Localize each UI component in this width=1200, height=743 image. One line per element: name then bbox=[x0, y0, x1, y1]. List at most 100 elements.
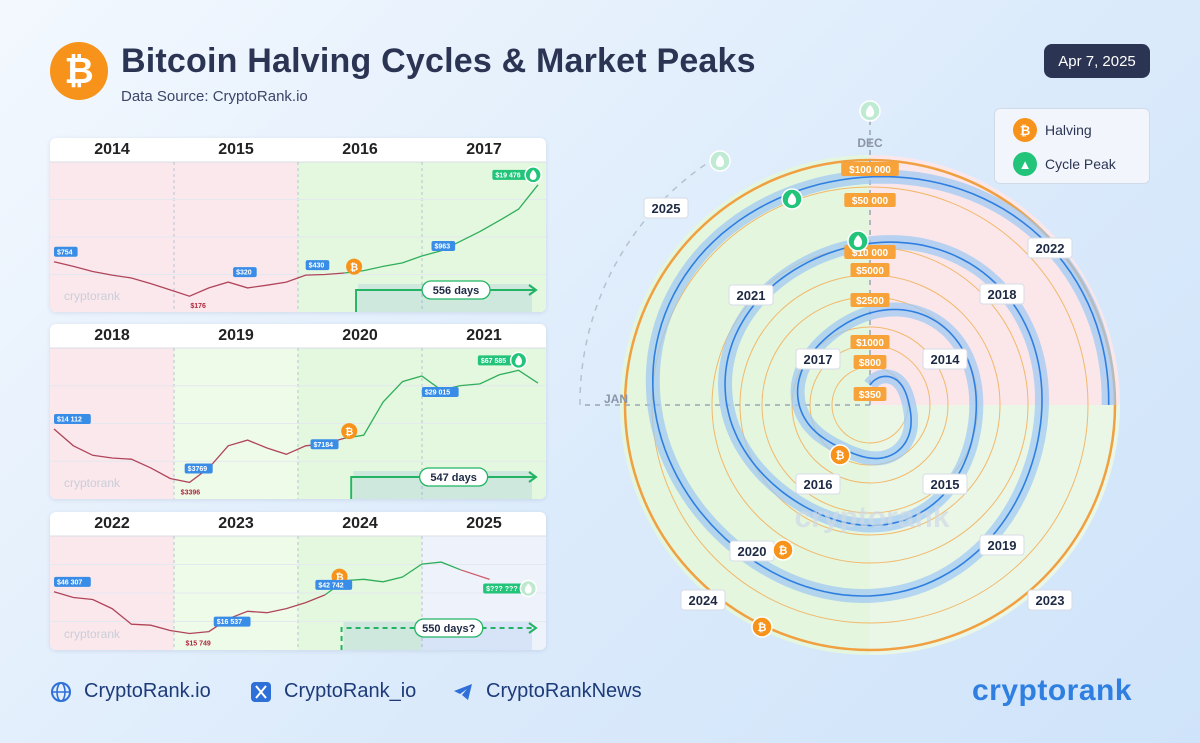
year-tag bbox=[795, 473, 841, 495]
price-tag bbox=[483, 583, 525, 594]
year-label: 2020 bbox=[342, 327, 378, 344]
price-tag bbox=[213, 616, 251, 627]
price-ring bbox=[791, 326, 949, 484]
flame-icon bbox=[529, 169, 537, 180]
ring-value-tag bbox=[850, 293, 890, 307]
year-tag-label: 2015 bbox=[931, 477, 960, 492]
ring-value-tag bbox=[841, 162, 899, 176]
year-tag-label: 2019 bbox=[988, 538, 1017, 553]
days-label: 550 days? bbox=[422, 623, 475, 635]
halving-marker bbox=[341, 423, 358, 440]
date-badge: Apr 7, 2025 bbox=[1044, 44, 1150, 78]
price-tag bbox=[310, 439, 339, 450]
legend: ₿ Halving ▲ Cycle Peak bbox=[994, 108, 1150, 184]
panel-watermark: cryptorank bbox=[64, 627, 121, 641]
year-label: 2017 bbox=[466, 141, 502, 158]
year-label: 2021 bbox=[466, 327, 502, 344]
year-tag-label: 2020 bbox=[738, 544, 767, 559]
days-label: 556 days bbox=[433, 285, 479, 297]
year-tag-label: 2017 bbox=[804, 352, 833, 367]
price-tag-label: $430 bbox=[309, 263, 325, 270]
x-logo-icon bbox=[250, 681, 272, 703]
future-arc bbox=[579, 154, 721, 406]
flame-icon bbox=[787, 193, 797, 205]
year-label: 2024 bbox=[342, 515, 378, 532]
year-tag bbox=[922, 348, 968, 370]
bitcoin-strike-icon: ₿ bbox=[1013, 118, 1037, 142]
bitcoin-logo-icon: ₿ bbox=[50, 42, 108, 100]
price-tag-label: $3769 bbox=[188, 466, 208, 473]
globe-icon bbox=[50, 681, 72, 703]
days-pill bbox=[418, 467, 489, 487]
cycle-chart-2014-2017: 556 days ₿ $754 $176 $320 $430 $963 $19 476 cryp… bbox=[50, 138, 546, 312]
year-label: 2014 bbox=[94, 141, 130, 158]
footer-telegram-label: CryptoRankNews bbox=[486, 680, 642, 702]
page-title: Bitcoin Halving Cycles & Market Peaks bbox=[121, 42, 756, 80]
ring-value-tag bbox=[853, 387, 887, 401]
days-label: 547 days bbox=[430, 472, 476, 484]
cycle-chart-2018-2021: 547 days ₿ $14 112 $3769 $3396 $7184 $29 015 $6… bbox=[50, 324, 546, 499]
spiral-price-line bbox=[651, 175, 1110, 597]
year-label: 2025 bbox=[466, 515, 502, 532]
ring-value-label: $10 000 bbox=[852, 248, 889, 259]
price-tag-label: $67 585 bbox=[481, 358, 506, 365]
ring-value-label: $50 000 bbox=[852, 196, 889, 207]
price-tag-label: $29 015 bbox=[425, 389, 450, 396]
days-arrow-head bbox=[528, 471, 538, 483]
ring-value-tag bbox=[844, 193, 896, 207]
footer-x-label: CryptoRank_io bbox=[284, 680, 417, 702]
year-tag bbox=[728, 284, 774, 306]
bitcoin-strike-icon: ₿ bbox=[836, 449, 845, 462]
radial-watermark: cryptorank bbox=[794, 501, 949, 534]
year-label: 2016 bbox=[342, 141, 378, 158]
legend-label: Halving bbox=[1045, 122, 1092, 138]
ring-value-label: $1000 bbox=[856, 338, 884, 349]
ring-value-tag bbox=[853, 355, 887, 369]
flame-icon bbox=[524, 583, 532, 594]
legend-item-halving: ₿ Halving bbox=[1013, 118, 1092, 142]
ring-value-tag bbox=[850, 335, 890, 349]
cycle-chart-svg: 547 days ₿ $14 112 $3769 $3396 $7184 $29 015 $6… bbox=[50, 347, 546, 499]
data-source: Data Source: CryptoRank.io bbox=[121, 88, 308, 105]
year-tag-label: 2025 bbox=[652, 201, 681, 216]
year-tag bbox=[1027, 589, 1073, 611]
days-pill bbox=[421, 280, 491, 300]
legend-item-peak: ▲ Cycle Peak bbox=[1013, 152, 1116, 176]
year-label: 2015 bbox=[218, 141, 254, 158]
year-tag-label: 2021 bbox=[737, 288, 766, 303]
ring-value-label: $800 bbox=[859, 358, 882, 369]
cycle-chart-2022-2025: 550 days? ₿ $46 307 $15 749 $16 537 $42 742 $?… bbox=[50, 512, 546, 650]
price-tag bbox=[233, 267, 257, 278]
year-tag-label: 2016 bbox=[804, 477, 833, 492]
flame-icon bbox=[715, 155, 725, 167]
price-tag-label: $7184 bbox=[314, 442, 334, 449]
price-tag bbox=[315, 579, 353, 590]
year-label: 2019 bbox=[218, 327, 254, 344]
price-tag-label: $963 bbox=[435, 243, 451, 250]
price-tag-label: $19 476 bbox=[495, 172, 520, 179]
low-price-label: $176 bbox=[190, 303, 206, 310]
flame-icon bbox=[865, 105, 875, 117]
price-tag-label: $16 537 bbox=[217, 619, 242, 626]
price-line-bear bbox=[53, 591, 326, 635]
bitcoin-strike-icon: ₿ bbox=[345, 426, 353, 438]
ring-value-label: $2500 bbox=[856, 296, 884, 307]
year-tag-label: 2018 bbox=[988, 287, 1017, 302]
footer-telegram[interactable]: CryptoRankNews bbox=[452, 680, 642, 703]
year-tag-label: 2024 bbox=[689, 593, 719, 608]
month-label: DEC bbox=[857, 136, 883, 150]
price-line-bear bbox=[53, 428, 345, 484]
ring-value-label: $100 000 bbox=[849, 165, 891, 176]
cycle-zone bbox=[620, 155, 870, 405]
footer-x[interactable]: CryptoRank_io bbox=[250, 680, 416, 703]
bitcoin-strike-icon: ₿ bbox=[758, 621, 767, 634]
price-line-projection bbox=[460, 569, 490, 580]
footer-website[interactable]: CryptoRank.io bbox=[50, 680, 211, 703]
year-tag bbox=[979, 283, 1025, 305]
ring-value-tag bbox=[850, 263, 890, 277]
ring-value-label: $350 bbox=[859, 390, 882, 401]
price-tag bbox=[54, 246, 78, 257]
halving-marker bbox=[772, 539, 794, 561]
price-tag-label: $46 307 bbox=[57, 579, 82, 586]
footer-website-label: CryptoRank.io bbox=[84, 680, 211, 702]
